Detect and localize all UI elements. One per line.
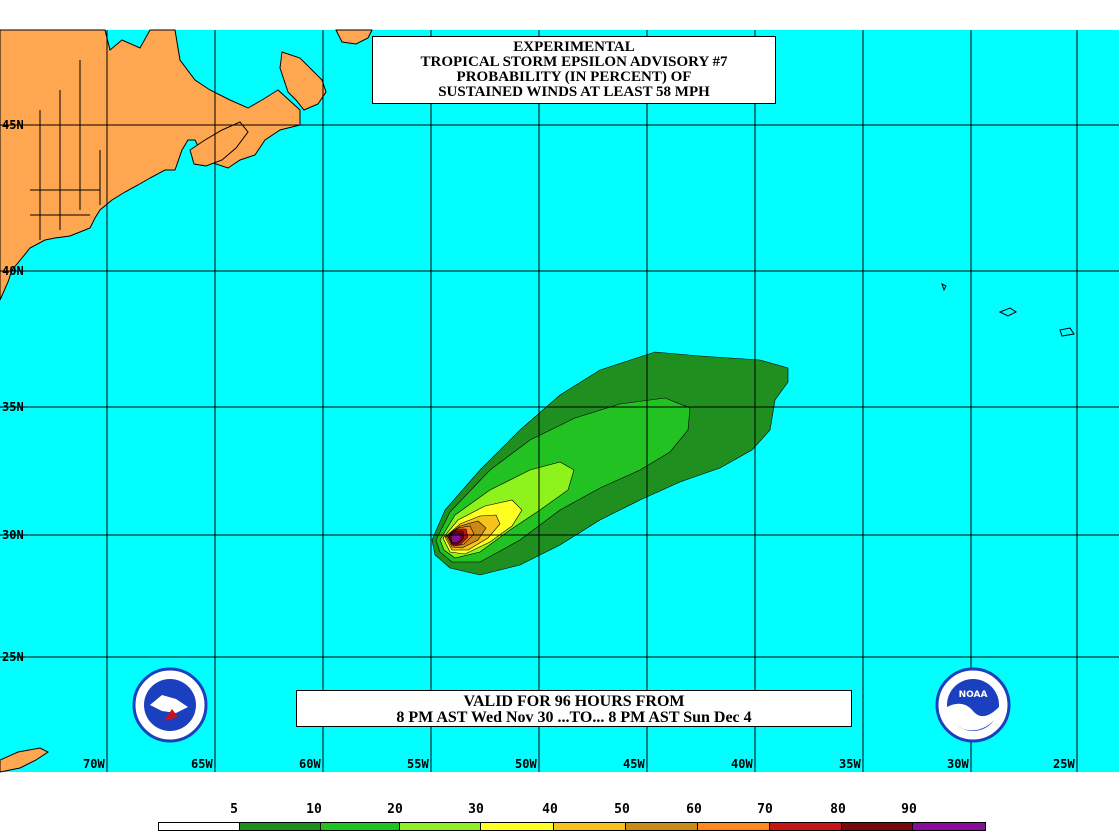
land-greenland [335, 29, 373, 45]
title-line-1: EXPERIMENTAL [513, 39, 635, 55]
legend-label-60: 60 [686, 802, 702, 817]
title-line-2: TROPICAL STORM EPSILON ADVISORY #7 [420, 54, 728, 70]
legend-swatch-3 [399, 823, 481, 830]
legend-label-30: 30 [468, 802, 484, 817]
legend-swatch-8 [768, 823, 842, 830]
nws-logo [132, 667, 208, 743]
lat-label-40n: 40N [2, 264, 24, 278]
lon-label-60w: 60W [299, 757, 321, 771]
grid-lines [0, 30, 1119, 772]
valid-line-2: 8 PM AST Wed Nov 30 ...TO... 8 PM AST Su… [396, 709, 752, 726]
valid-time-box: VALID FOR 96 HOURS FROM 8 PM AST Wed Nov… [296, 690, 852, 727]
lon-label-25w: 25W [1053, 757, 1075, 771]
legend-swatch-7 [696, 823, 769, 830]
legend-label-50: 50 [614, 802, 630, 817]
lon-label-55w: 55W [407, 757, 429, 771]
lat-label-30n: 30N [2, 528, 24, 542]
legend-label-10: 10 [306, 802, 322, 817]
title-line-4: SUSTAINED WINDS AT LEAST 58 MPH [438, 84, 710, 100]
lon-label-50w: 50W [515, 757, 537, 771]
legend-swatch-10 [912, 823, 985, 830]
legend-label-5: 5 [230, 802, 238, 817]
land-azores [941, 283, 1075, 337]
title-box: EXPERIMENTAL TROPICAL STORM EPSILON ADVI… [372, 36, 776, 104]
legend-label-70: 70 [757, 802, 773, 817]
legend-label-90: 90 [901, 802, 917, 817]
legend-color-bar [158, 822, 986, 831]
legend-swatch-2 [319, 823, 400, 830]
legend-swatch-0 [159, 823, 239, 830]
land-caribbean [0, 747, 49, 773]
title-line-3: PROBABILITY (IN PERCENT) OF [456, 69, 692, 85]
lat-label-35n: 35N [2, 400, 24, 414]
probability-contours [431, 351, 789, 576]
state-borders [30, 60, 101, 240]
legend-label-20: 20 [387, 802, 403, 817]
lon-label-65w: 65W [191, 757, 213, 771]
lon-label-40w: 40W [731, 757, 753, 771]
legend-swatch-9 [841, 823, 913, 830]
legend-swatch-1 [238, 823, 320, 830]
lon-label-35w: 35W [839, 757, 861, 771]
legend-label-40: 40 [542, 802, 558, 817]
valid-line-1: VALID FOR 96 HOURS FROM [463, 693, 685, 710]
legend-swatch-4 [480, 823, 554, 830]
noaa-logo: NOAA [935, 667, 1011, 743]
legend-label-80: 80 [830, 802, 846, 817]
lon-label-30w: 30W [947, 757, 969, 771]
land-nova-scotia [189, 121, 249, 167]
legend-swatch-5 [553, 823, 625, 830]
lat-label-25n: 25N [2, 650, 24, 664]
noaa-logo-text: NOAA [959, 690, 988, 700]
lon-label-70w: 70W [83, 757, 105, 771]
lon-label-45w: 45W [623, 757, 645, 771]
lat-label-45n: 45N [2, 118, 24, 132]
legend-swatch-6 [624, 823, 697, 830]
land-newfoundland [279, 51, 327, 111]
